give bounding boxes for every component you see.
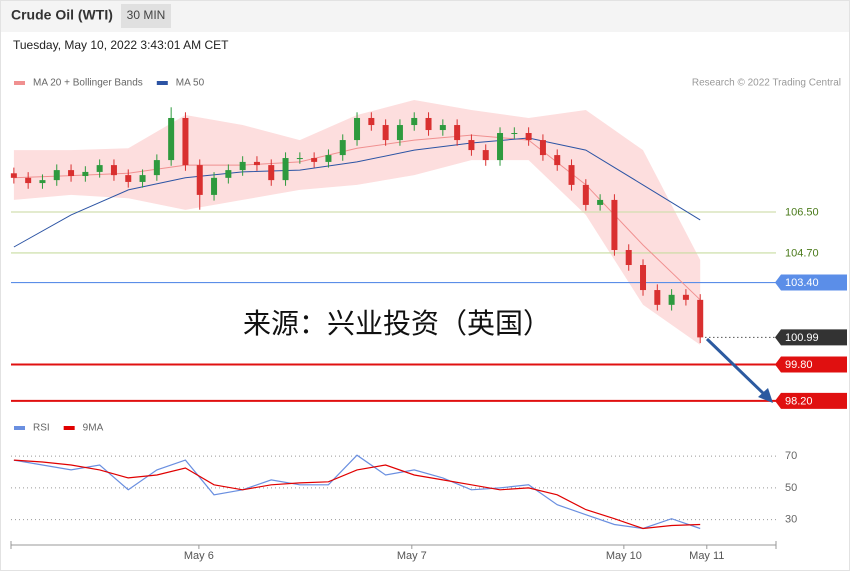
candle-body (182, 117, 189, 166)
y-tick-label: 70 (785, 450, 797, 462)
candle-body (68, 170, 75, 177)
y-tick-label: 30 (785, 514, 797, 526)
candle-body (168, 117, 175, 161)
candle-body (654, 290, 661, 305)
candle-body (96, 165, 103, 172)
level-label-box (775, 274, 847, 291)
candle-body (625, 249, 632, 266)
candle-body (196, 165, 203, 195)
candle-body (211, 177, 218, 195)
level-label: 104.70 (785, 247, 819, 259)
candle-body (368, 117, 375, 126)
candle-body (53, 170, 60, 181)
interval-box (121, 4, 171, 28)
candle-body (682, 294, 689, 300)
indicator-line (13, 454, 701, 530)
candle-body (153, 160, 160, 176)
candle-body (568, 165, 575, 185)
candle-body (253, 161, 260, 166)
level-label: 99.80 (785, 359, 813, 371)
level-label: 98.20 (785, 395, 813, 407)
candle-body (511, 133, 518, 135)
level-label: 106.50 (785, 206, 819, 218)
watermark: 来源：兴业投资（英国） (243, 307, 551, 340)
candle-body (597, 199, 604, 205)
candle-body (554, 155, 561, 166)
candle-body (611, 199, 618, 250)
candle-body (668, 294, 675, 305)
candle-body (697, 299, 704, 338)
candle-body (225, 170, 232, 178)
candle-body (10, 173, 17, 178)
y-tick-label: 50 (785, 482, 797, 494)
indicator-line (13, 459, 701, 530)
timestamp: Tuesday, May 10, 2022 3:43:01 AM CET (13, 38, 229, 52)
forecast-arrow-head (758, 388, 773, 403)
candle-body (439, 125, 446, 131)
candle-body (239, 161, 246, 171)
copyright: Research © 2022 Trading Central (692, 78, 841, 89)
candle-body (311, 158, 318, 162)
candle-body (125, 175, 132, 182)
candle-body (539, 140, 546, 156)
candle-body (25, 177, 32, 184)
level-label-box (775, 392, 847, 409)
legend-label: RSI (33, 423, 50, 434)
x-tick-label: May 11 (689, 550, 724, 562)
title: Crude Oil (WTI) (11, 7, 113, 23)
x-tick-label: May 10 (606, 550, 642, 562)
candle-body (454, 125, 461, 141)
candle-body (396, 125, 403, 141)
candle-body (325, 155, 332, 162)
legend-label: MA 50 (176, 78, 205, 89)
candle-body (268, 165, 275, 181)
level-label-box (775, 329, 847, 346)
candle-body (354, 117, 361, 141)
level-label: 100.99 (785, 332, 819, 344)
legend-label: MA 20 + Bollinger Bands (33, 78, 143, 89)
candle-body (110, 165, 117, 176)
candle-body (640, 265, 647, 291)
forecast-arrow (705, 337, 768, 398)
candle-body (582, 184, 589, 205)
candle-body (382, 125, 389, 141)
candle-body (482, 150, 489, 161)
level-label: 103.40 (785, 277, 819, 289)
candle-body (282, 158, 289, 181)
candle-body (139, 175, 146, 182)
x-tick-label: May 6 (184, 550, 214, 562)
candle-body (339, 140, 346, 156)
indicator-line (13, 137, 701, 248)
candle-body (39, 180, 46, 184)
candle-body (296, 158, 303, 160)
level-label-box (775, 356, 847, 373)
frame (0, 0, 850, 571)
candle-body (82, 171, 89, 177)
candle-body (468, 140, 475, 151)
candle-body (525, 133, 532, 141)
legend-label: 9MA (83, 423, 104, 434)
interval: 30 MIN (127, 8, 166, 22)
candle-body (425, 117, 432, 131)
candle-body (411, 117, 418, 126)
candle-body (497, 133, 504, 161)
x-tick-label: May 7 (397, 550, 427, 562)
